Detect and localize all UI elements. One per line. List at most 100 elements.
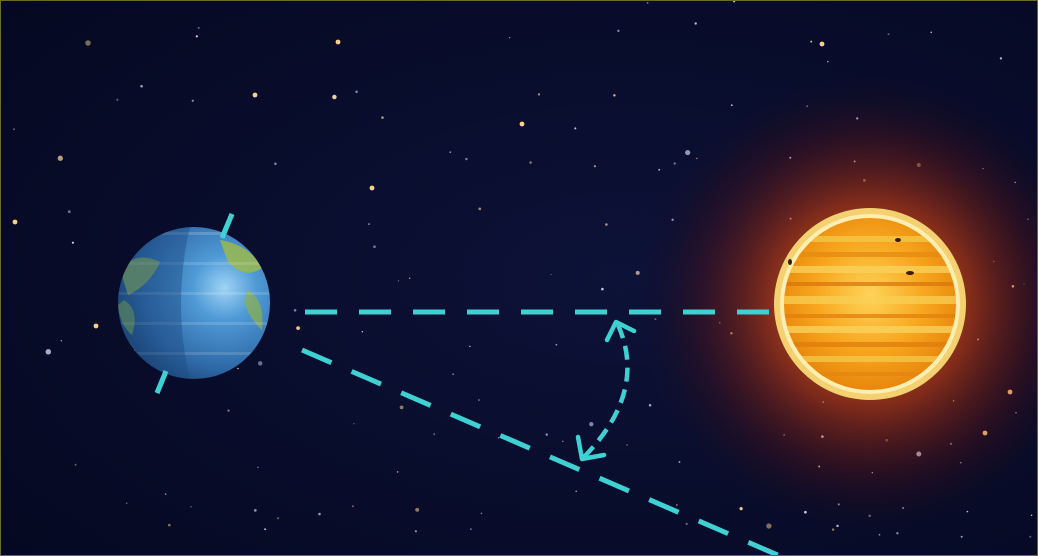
star [332, 94, 337, 100]
star [613, 94, 616, 97]
star [739, 506, 743, 511]
star [896, 532, 899, 535]
star [274, 162, 277, 166]
star [318, 512, 321, 516]
star [685, 522, 688, 526]
star [414, 530, 418, 533]
star [351, 505, 354, 508]
star [626, 444, 628, 446]
star [478, 207, 482, 211]
earth-icon [118, 213, 270, 394]
star [227, 409, 230, 412]
star [648, 403, 652, 407]
star [397, 280, 400, 282]
star [399, 405, 404, 410]
star [617, 29, 620, 33]
star [673, 162, 676, 165]
star [550, 273, 552, 276]
star [13, 128, 15, 131]
star [140, 84, 143, 88]
star [1029, 535, 1032, 538]
star [71, 241, 74, 244]
star [415, 507, 420, 512]
star [555, 343, 558, 346]
star [57, 155, 63, 161]
star [574, 127, 577, 130]
star [355, 90, 358, 94]
star [433, 433, 436, 436]
star [529, 161, 532, 164]
star [277, 517, 280, 520]
star [694, 22, 697, 25]
star [195, 35, 198, 38]
star [732, 0, 736, 3]
star [45, 349, 52, 355]
bright-star [519, 121, 525, 127]
star [676, 504, 678, 506]
star [296, 326, 300, 330]
star [545, 433, 548, 436]
star [361, 331, 364, 333]
star [589, 422, 594, 427]
star [191, 99, 194, 102]
star [253, 509, 257, 512]
star [197, 26, 200, 29]
star [678, 461, 681, 463]
star [878, 533, 881, 536]
star [810, 40, 813, 43]
star [167, 523, 171, 527]
double-headed-arc-arrow-icon [575, 319, 637, 462]
star [264, 528, 267, 531]
bright-star [252, 92, 258, 98]
star [373, 245, 376, 249]
star [353, 423, 355, 425]
star [562, 440, 564, 443]
star [190, 506, 192, 508]
star [257, 466, 259, 469]
star [293, 309, 297, 312]
star [605, 223, 608, 226]
star [827, 60, 829, 63]
star [465, 157, 468, 161]
star [408, 277, 411, 280]
star [601, 287, 604, 291]
star [469, 345, 471, 348]
star [85, 40, 91, 46]
star [730, 104, 733, 107]
star [508, 36, 511, 39]
star [478, 399, 480, 401]
star [381, 116, 384, 119]
star [999, 57, 1003, 60]
star [930, 31, 933, 34]
star [497, 436, 500, 439]
star [646, 1, 649, 4]
star [67, 210, 71, 214]
star [685, 150, 691, 156]
star [575, 490, 578, 493]
star [635, 270, 640, 275]
star [658, 168, 661, 171]
guide-lines [301, 309, 781, 556]
star [449, 151, 452, 154]
star [887, 33, 890, 36]
star [125, 502, 128, 504]
star [593, 165, 596, 168]
star [74, 463, 77, 466]
bright-star [93, 323, 99, 329]
star [470, 528, 472, 530]
star [116, 98, 119, 101]
star [480, 512, 483, 515]
bright-star [335, 39, 341, 45]
bright-star [819, 41, 825, 47]
star [60, 340, 62, 342]
star [766, 523, 772, 529]
star [368, 223, 370, 226]
diagonal-guide-line [301, 347, 781, 556]
star [396, 471, 399, 473]
bright-star [369, 185, 375, 191]
star [257, 361, 263, 366]
sun-icon [774, 208, 966, 400]
star [452, 373, 454, 375]
bright-star [12, 219, 18, 225]
